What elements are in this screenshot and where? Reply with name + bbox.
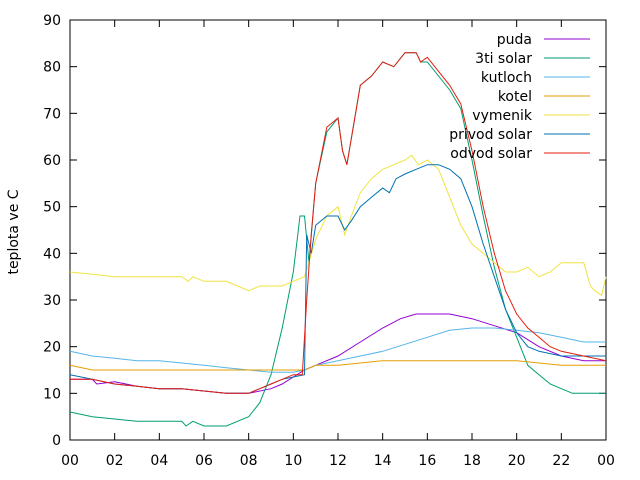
x-tick-label: 20	[508, 453, 526, 469]
legend-label-puda: puda	[497, 32, 532, 48]
y-tick-label: 80	[43, 60, 61, 76]
x-tick-label: 00	[61, 453, 79, 469]
y-tick-label: 50	[43, 200, 61, 216]
legend: puda 3ti solar kutloch kotel vymenik privod s…	[449, 32, 590, 162]
axis-ticks: 0 10 20 30 40 50 60 70 80 90 00 02 04 06 08 10 12 14 16 18 2…	[43, 13, 615, 469]
y-axis-label: teplota ve C	[6, 189, 22, 274]
series-line-kutloch	[69, 327, 606, 373]
y-tick-label: 0	[52, 433, 61, 449]
x-tick-label: 10	[284, 453, 302, 469]
y-tick-label: 10	[43, 386, 61, 402]
x-tick-label: 12	[329, 453, 347, 469]
x-tick-label: 06	[195, 453, 213, 469]
x-tick-label: 22	[552, 453, 570, 469]
x-tick-label: 16	[418, 453, 436, 469]
series-line-kotel	[69, 360, 606, 371]
y-tick-label: 90	[43, 13, 61, 29]
x-tick-label: 04	[150, 453, 168, 469]
legend-label-3ti-solar: 3ti solar	[475, 51, 532, 67]
legend-label-vymenik: vymenik	[472, 108, 533, 124]
x-tick-label: 02	[106, 453, 124, 469]
x-tick-label: 14	[374, 453, 392, 469]
series-lines	[69, 52, 607, 427]
x-tick-label: 00	[597, 453, 615, 469]
y-tick-label: 20	[43, 340, 61, 356]
legend-label-privod-solar: privod solar	[449, 127, 532, 143]
legend-label-odvod-solar: odvod solar	[450, 146, 532, 162]
x-tick-label: 08	[240, 453, 258, 469]
x-tick-label: 18	[463, 453, 481, 469]
y-tick-label: 30	[43, 293, 61, 309]
y-tick-label: 40	[43, 246, 61, 262]
series-line-odvod-solar	[70, 52, 607, 394]
legend-label-kutloch: kutloch	[481, 70, 532, 86]
legend-label-kotel: kotel	[498, 89, 532, 105]
series-line-vymenik	[69, 154, 607, 297]
y-tick-label: 60	[43, 153, 61, 169]
y-tick-label: 70	[43, 106, 61, 122]
